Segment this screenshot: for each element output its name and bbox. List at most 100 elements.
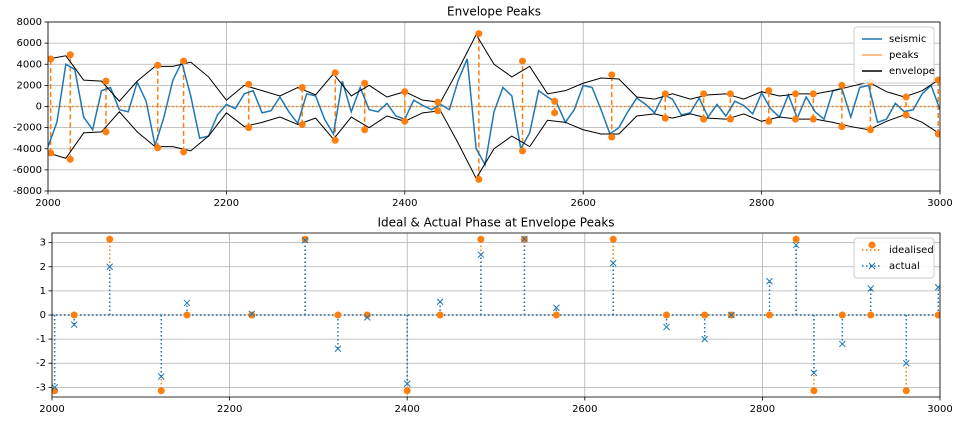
- dot-marker: [70, 311, 78, 319]
- dot-marker: [661, 90, 669, 98]
- dot-marker: [791, 115, 799, 123]
- dot-marker: [609, 235, 617, 243]
- dot-marker: [608, 71, 616, 79]
- dot-marker: [866, 126, 874, 134]
- legend-label: seismic: [889, 34, 926, 45]
- y-tick-label: -8000: [13, 186, 42, 197]
- legend-marker: [868, 241, 876, 249]
- dot-marker: [809, 115, 817, 123]
- dot-marker: [48, 149, 55, 157]
- dot-marker: [902, 93, 910, 101]
- dot-marker: [662, 311, 670, 319]
- dot-marker: [361, 126, 369, 134]
- dot-marker: [66, 51, 74, 59]
- y-tick-label: 2000: [17, 80, 42, 91]
- dot-marker: [102, 77, 110, 85]
- y-tick-label: 3: [40, 238, 46, 249]
- x-tick-label: 3000: [927, 198, 952, 209]
- dot-marker: [331, 136, 339, 144]
- dot-marker: [361, 79, 369, 87]
- dot-marker: [475, 30, 483, 38]
- dot-marker: [902, 387, 910, 395]
- x-marker: [792, 241, 800, 249]
- x-marker: [248, 310, 256, 318]
- dot-marker: [48, 55, 55, 63]
- dot-marker: [436, 311, 444, 319]
- x-tick-label: 2400: [392, 198, 417, 209]
- dot-marker: [867, 311, 875, 319]
- x-marker: [106, 263, 114, 271]
- x-marker: [867, 285, 875, 292]
- dot-marker: [519, 147, 527, 155]
- dot-marker: [765, 87, 773, 95]
- y-tick-label: -2000: [13, 123, 42, 134]
- y-tick-label: 0: [36, 102, 42, 113]
- x-marker: [553, 304, 560, 312]
- legend-box: [853, 237, 935, 279]
- dot-marker: [838, 311, 846, 319]
- dot-marker: [180, 57, 188, 65]
- dot-marker: [551, 109, 559, 117]
- dot-marker: [701, 311, 709, 319]
- legend-marker: [868, 262, 876, 270]
- dot-marker: [298, 120, 306, 128]
- dot-marker: [301, 235, 309, 243]
- chart-title: Envelope Peaks: [447, 5, 541, 19]
- x-marker: [663, 323, 670, 331]
- dot-marker: [248, 311, 256, 319]
- dot-marker: [401, 88, 409, 96]
- x-tick-label: 2200: [214, 198, 239, 209]
- dot-marker: [661, 114, 669, 122]
- dot-marker: [934, 311, 940, 319]
- y-tick-label: 4000: [17, 59, 42, 70]
- dot-marker: [183, 311, 191, 319]
- x-marker: [334, 345, 342, 353]
- dot-marker: [66, 155, 74, 163]
- x-marker: [363, 314, 371, 321]
- x-marker: [766, 277, 773, 285]
- dot-marker: [838, 123, 846, 131]
- y-tick-label: 2: [40, 262, 46, 273]
- x-marker: [934, 283, 940, 291]
- dot-marker: [809, 90, 817, 98]
- dot-marker: [245, 124, 253, 132]
- y-tick-label: 6000: [17, 38, 42, 49]
- x-marker: [52, 383, 59, 391]
- legend-label: peaks: [889, 50, 919, 61]
- dot-marker: [403, 387, 411, 395]
- legend-label: actual: [889, 261, 920, 272]
- x-marker: [838, 340, 846, 348]
- x-marker: [477, 251, 485, 259]
- y-tick-label: -4000: [13, 144, 42, 155]
- dot-marker: [519, 57, 527, 65]
- dot-marker: [700, 90, 708, 98]
- dot-marker: [180, 148, 188, 156]
- x-marker: [727, 311, 735, 319]
- dot-marker: [477, 235, 485, 243]
- plot-area: [52, 235, 940, 395]
- x-tick-label: 2000: [35, 198, 60, 209]
- dot-marker: [106, 235, 114, 243]
- line: [48, 33, 940, 103]
- y-tick-label: -3: [36, 382, 46, 393]
- x-marker: [301, 236, 309, 244]
- axes-frame: [51, 232, 941, 398]
- dot-marker: [245, 80, 253, 88]
- dot-marker: [434, 107, 442, 115]
- dot-marker: [363, 311, 371, 319]
- x-marker: [521, 235, 528, 243]
- dot-marker: [552, 311, 560, 319]
- x-tick-label: 2800: [749, 198, 774, 209]
- legend-label: idealised: [889, 245, 934, 256]
- y-tick-label: -6000: [13, 165, 42, 176]
- y-tick-label: -2: [36, 358, 46, 369]
- dot-marker: [608, 133, 616, 141]
- y-tick-label: 8000: [17, 17, 42, 28]
- dot-marker: [154, 61, 162, 69]
- dot-marker: [765, 117, 773, 125]
- dot-marker: [838, 81, 846, 89]
- dot-marker: [934, 130, 940, 138]
- legend-label: envelope: [889, 66, 935, 77]
- x-marker: [183, 299, 191, 307]
